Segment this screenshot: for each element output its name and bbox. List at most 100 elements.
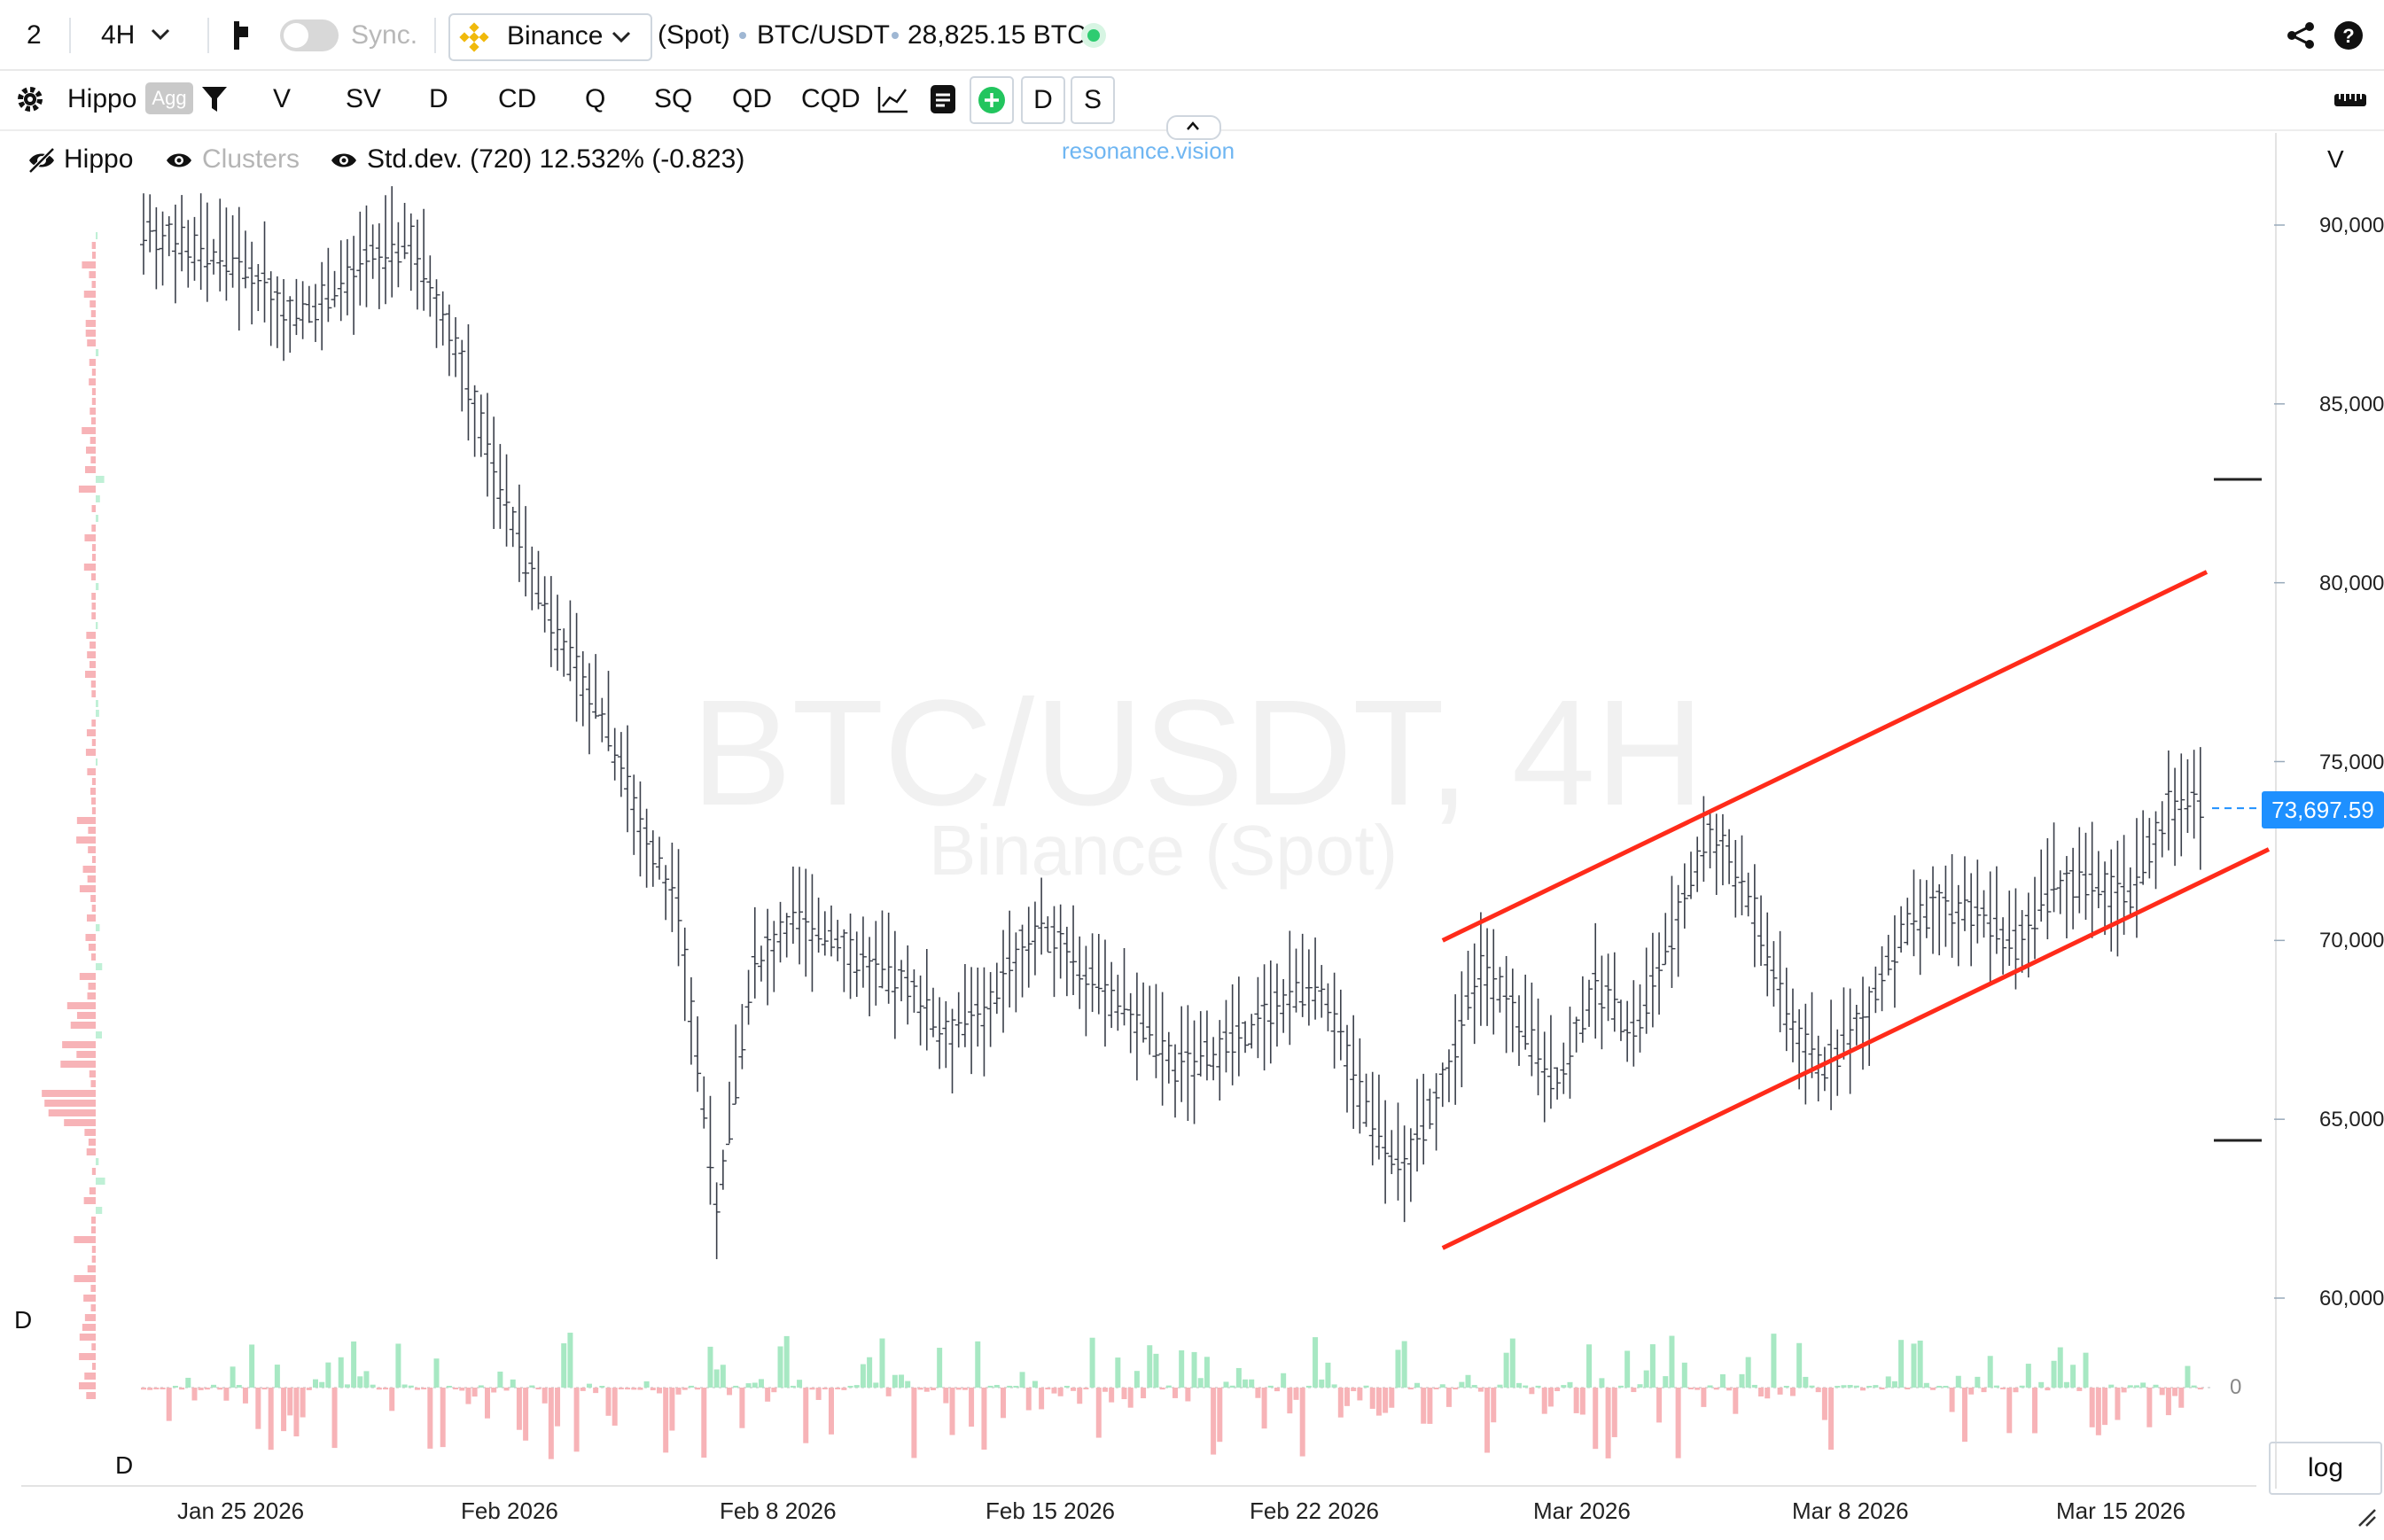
delta-bar — [1325, 1362, 1331, 1388]
volume-profile-bar — [86, 729, 96, 736]
delta-bar — [1726, 1388, 1733, 1391]
s-toggle-button[interactable]: S — [1071, 76, 1115, 124]
delta-bar — [293, 1388, 300, 1437]
date-tick: Mar 15 2026 — [2056, 1497, 2185, 1524]
delta-bar — [847, 1385, 853, 1388]
delta-bar — [1853, 1385, 1859, 1388]
delta-bar — [643, 1381, 650, 1388]
resize-handle-icon[interactable] — [2357, 1508, 2377, 1528]
ruler-icon[interactable] — [2334, 90, 2366, 108]
share-icon[interactable] — [2287, 21, 2315, 50]
delta-bar — [1255, 1388, 1261, 1398]
gear-icon[interactable] — [16, 85, 44, 113]
delta-bar — [1077, 1388, 1083, 1404]
delta-bar — [745, 1383, 752, 1388]
indicator-button-sq[interactable]: SQ — [654, 84, 693, 113]
volume-profile-bar — [96, 232, 98, 239]
delta-bar — [185, 1377, 191, 1388]
delta-bar — [1305, 1385, 1312, 1388]
filter-icon[interactable] — [202, 87, 227, 112]
log-scale-button[interactable]: log — [2269, 1442, 2382, 1495]
volume-profile-bar — [91, 778, 96, 785]
delta-bar — [1675, 1388, 1681, 1458]
add-indicator-button[interactable] — [970, 76, 1014, 124]
delta-bar — [370, 1384, 376, 1388]
indicator-button-v[interactable]: V — [273, 84, 292, 113]
volume-profile-bar — [84, 1314, 96, 1321]
delta-bar — [975, 1341, 981, 1388]
delta-bar — [650, 1388, 656, 1391]
delta-bar — [758, 1379, 764, 1388]
price-tick: 65,000.00 — [2319, 1108, 2384, 1132]
indicator-button-cqd[interactable]: CQD — [801, 84, 861, 113]
volume-profile-bar — [86, 447, 96, 454]
delta-bar — [281, 1388, 287, 1432]
legend-clusters: Clusters — [202, 144, 300, 174]
eye-off-icon[interactable] — [27, 147, 57, 174]
delta-bar — [1389, 1388, 1395, 1408]
delta-bar — [1421, 1388, 1427, 1424]
delta-bar — [1115, 1357, 1121, 1388]
delta-bar — [217, 1388, 223, 1390]
line-chart-icon[interactable] — [877, 85, 909, 113]
delta-bar — [707, 1346, 713, 1388]
indicator-button-qd[interactable]: QD — [732, 84, 772, 113]
delta-bar — [478, 1385, 484, 1388]
exchange-select[interactable]: Binance — [448, 13, 652, 61]
volume-profile-bar — [84, 671, 96, 678]
delta-bar — [2083, 1352, 2089, 1388]
layout-number-button[interactable]: 2 — [27, 20, 42, 50]
delta-bar — [1961, 1388, 1967, 1443]
delta-bar — [141, 1388, 146, 1390]
volume-profile-bar — [90, 1285, 96, 1292]
delta-bar — [389, 1388, 395, 1412]
timeframe-select[interactable]: 4H — [101, 20, 136, 50]
indicator-button-q[interactable]: Q — [585, 84, 606, 113]
delta-bar — [1554, 1388, 1561, 1392]
indicator-button-d[interactable]: D — [429, 84, 448, 113]
price-chart[interactable] — [0, 133, 2384, 1489]
top-toolbar: 2 4H Sync. Binance (Spot) BTC/USDT 28,82… — [0, 0, 2384, 71]
d-toggle-button[interactable]: D — [1021, 76, 1065, 124]
dot-separator — [739, 32, 746, 39]
delta-bar — [1993, 1385, 1999, 1388]
delta-bar — [1001, 1388, 1006, 1419]
dot-separator — [892, 32, 899, 39]
delta-bar — [853, 1385, 860, 1388]
eye-icon[interactable] — [330, 149, 358, 172]
eye-icon[interactable] — [165, 149, 193, 172]
sync-toggle[interactable] — [280, 19, 339, 51]
volume-profile-bar — [89, 359, 96, 366]
delta-bar — [2095, 1388, 2101, 1435]
delta-bar — [2038, 1381, 2045, 1388]
volume-profile-bar — [62, 1041, 96, 1048]
delta-bar — [1968, 1388, 1975, 1395]
delta-bar — [191, 1388, 198, 1401]
help-icon[interactable]: ? — [2334, 21, 2363, 50]
volume-profile-bar — [79, 1353, 96, 1360]
volume-profile-bar — [91, 719, 96, 727]
delta-bar — [2146, 1388, 2153, 1427]
agg-badge[interactable]: Agg — [145, 82, 193, 114]
delta-bar — [2153, 1384, 2159, 1388]
delta-bar — [2045, 1388, 2051, 1391]
volume-profile-bar — [88, 1139, 96, 1146]
chart-type-icon[interactable] — [234, 21, 252, 50]
delta-bar — [657, 1388, 662, 1394]
delta-bar — [1095, 1388, 1102, 1438]
indicator-button-cd[interactable]: CD — [498, 84, 537, 113]
profile-label: D — [14, 1306, 33, 1334]
delta-bar — [1879, 1388, 1885, 1390]
volume-profile-bar — [78, 486, 96, 493]
delta-bar — [1153, 1353, 1159, 1388]
indicator-button-sv[interactable]: SV — [346, 84, 382, 113]
notes-icon[interactable] — [931, 85, 955, 113]
volume-profile-bar — [96, 1158, 99, 1165]
volume-profile-bar — [90, 1080, 96, 1087]
delta-bar — [1745, 1357, 1751, 1388]
delta-bar — [408, 1385, 414, 1388]
delta-bar — [1719, 1373, 1726, 1388]
delta-bar — [733, 1385, 739, 1388]
collapse-toolbar-button[interactable] — [1166, 115, 1221, 140]
volume-profile-bar — [87, 1265, 96, 1272]
